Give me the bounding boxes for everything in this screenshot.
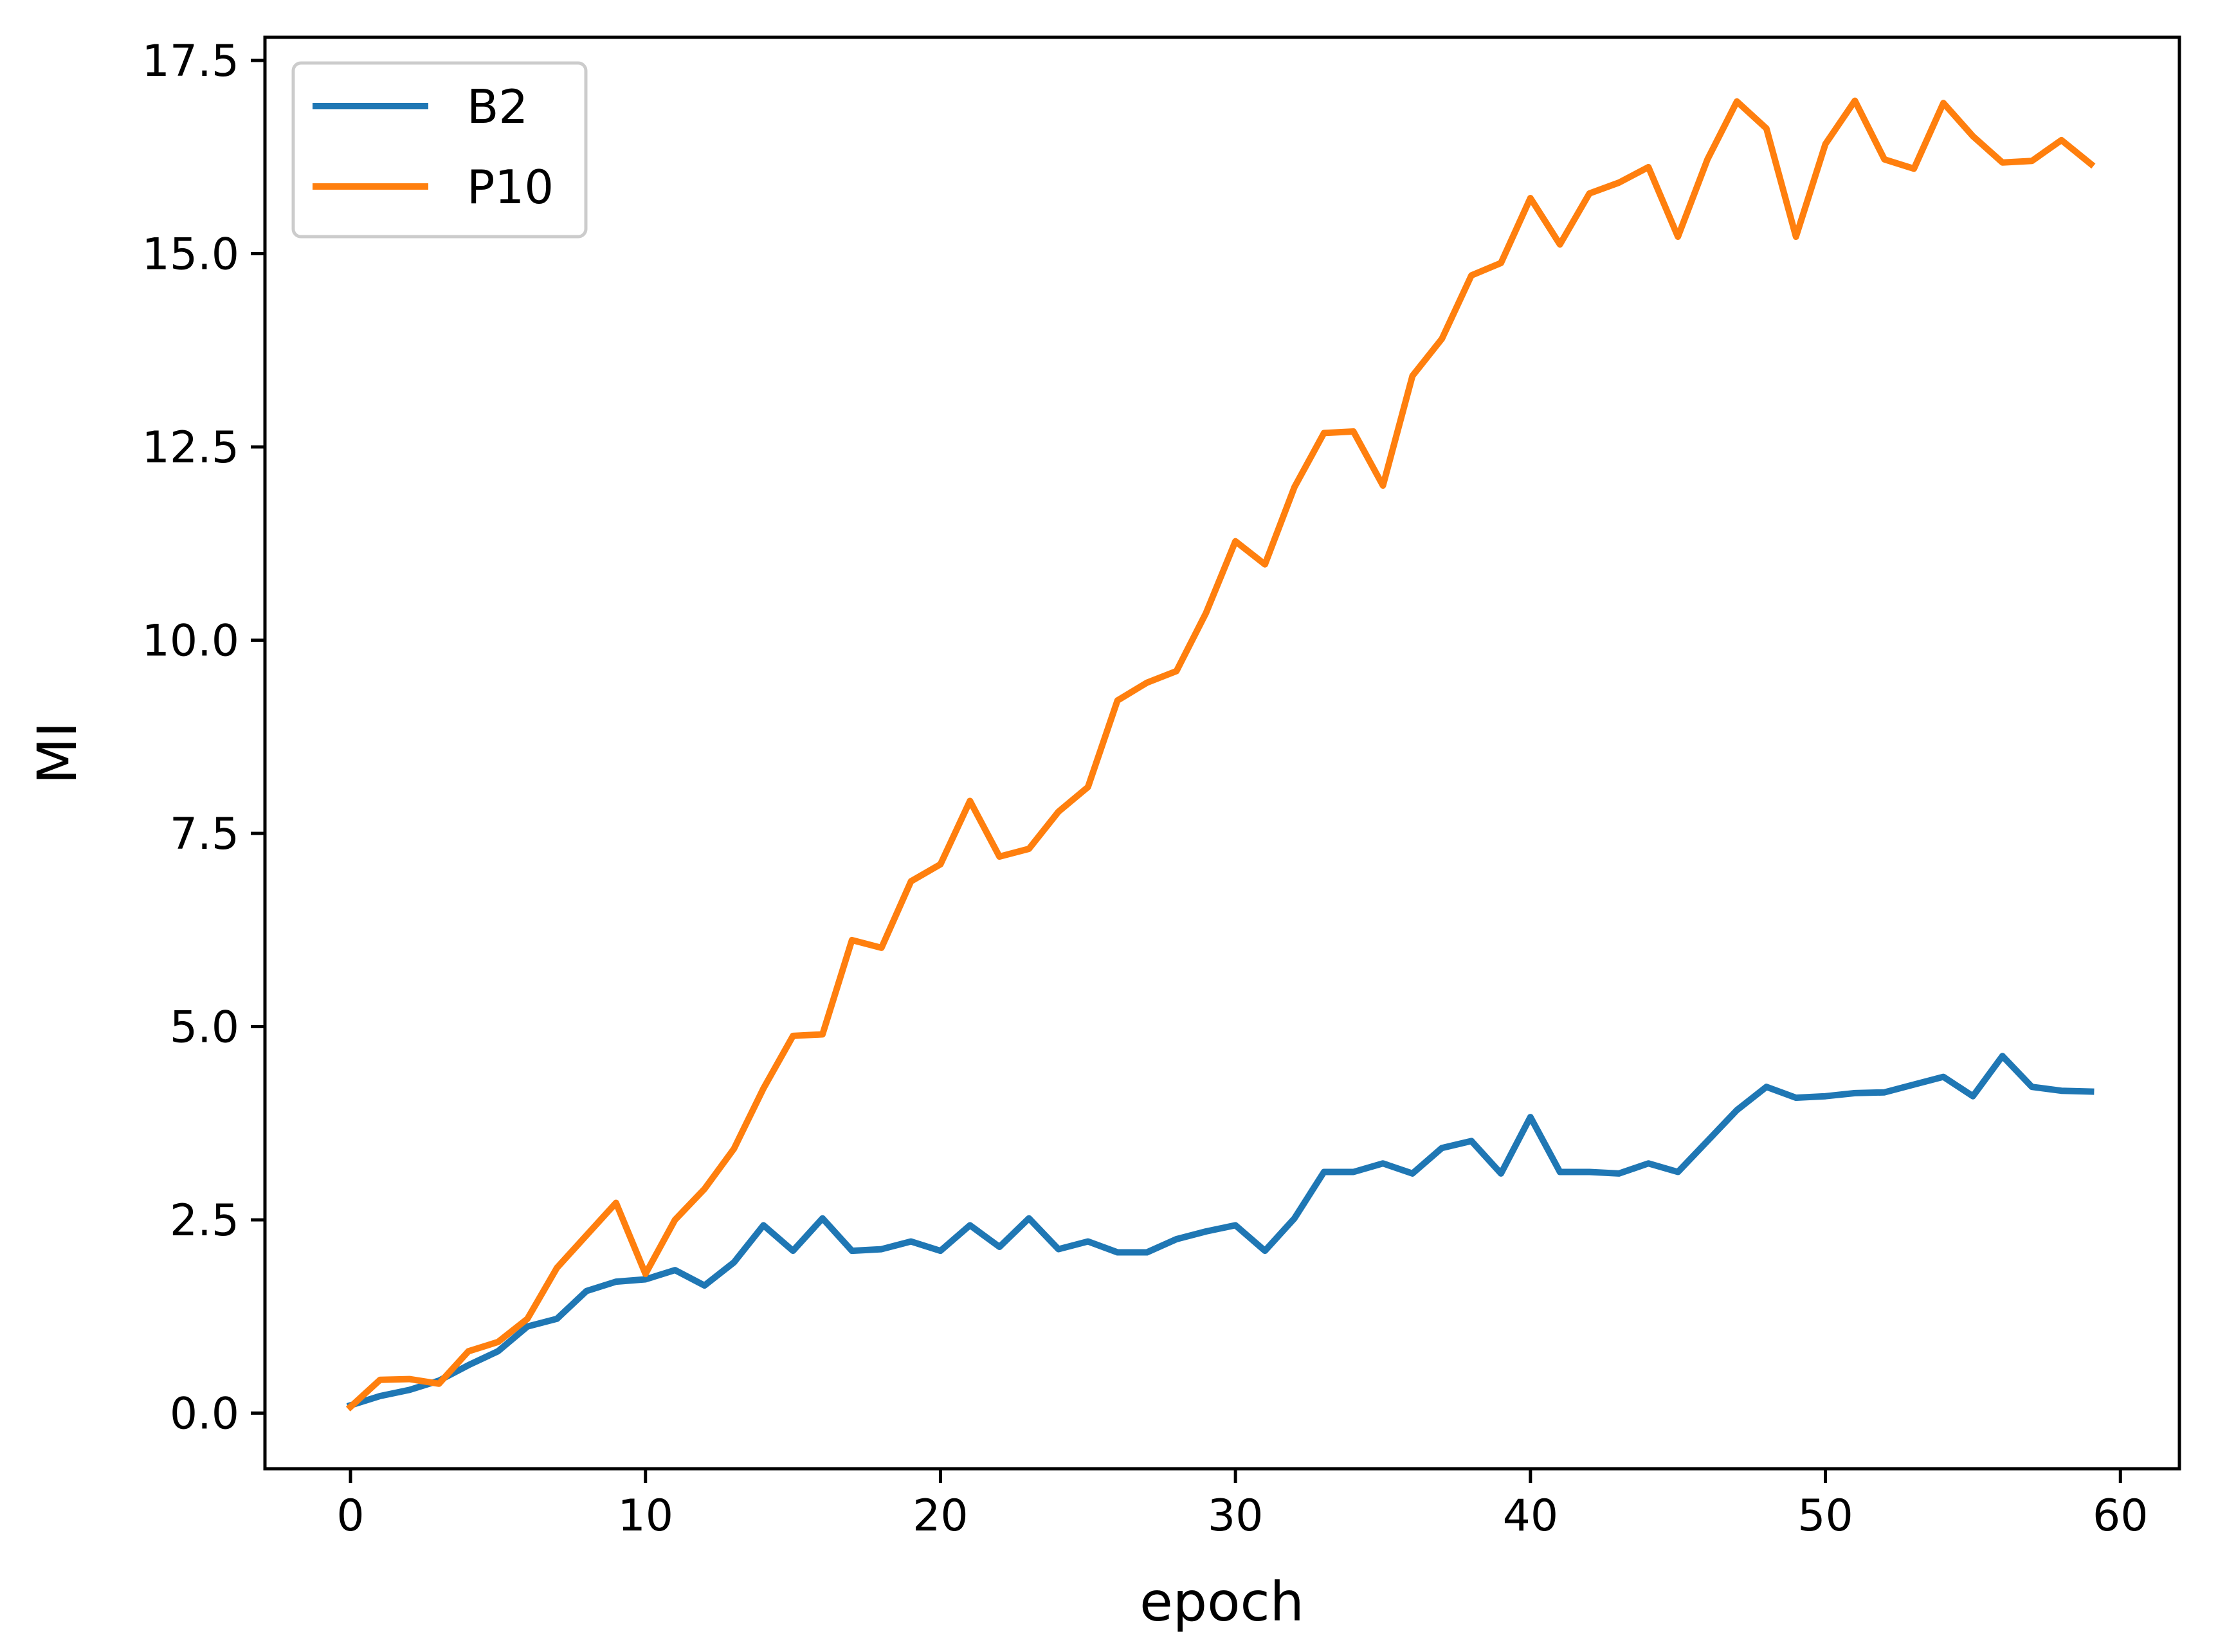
- y-tick-label: 17.5: [142, 36, 239, 87]
- x-tick-label: 50: [1797, 1491, 1853, 1541]
- x-axis-title: epoch: [1140, 1570, 1304, 1633]
- x-tick-label: 60: [2093, 1491, 2149, 1541]
- legend-label-b2: B2: [467, 80, 528, 134]
- y-tick-label: 0.0: [170, 1388, 239, 1439]
- series-line-b2: [346, 1053, 2095, 1410]
- series-line-p10: [345, 97, 2096, 1411]
- y-tick-label: 10.0: [142, 616, 239, 667]
- y-tick-label: 15.0: [142, 230, 239, 280]
- y-tick-label: 5.0: [170, 1002, 239, 1053]
- x-tick-label: 40: [1503, 1491, 1559, 1541]
- x-tick-label: 30: [1208, 1491, 1264, 1541]
- plot-frame: [263, 35, 2181, 1471]
- x-axis-ticks: 0 10 20 30 40 50 60: [336, 1469, 2149, 1541]
- y-axis-title: MI: [26, 722, 89, 784]
- series-lines: [345, 97, 2096, 1411]
- x-tick-label: 20: [913, 1491, 968, 1541]
- y-axis-ticks: 0.0 2.5 5.0 7.5 10.0 12.5 15.0 17.5: [142, 36, 265, 1439]
- x-tick-label: 10: [617, 1491, 673, 1541]
- legend-label-p10: P10: [467, 160, 554, 214]
- y-tick-label: 12.5: [142, 422, 239, 473]
- x-tick-label: 0: [336, 1491, 364, 1541]
- y-tick-label: 7.5: [170, 809, 239, 860]
- y-tick-label: 2.5: [170, 1195, 239, 1246]
